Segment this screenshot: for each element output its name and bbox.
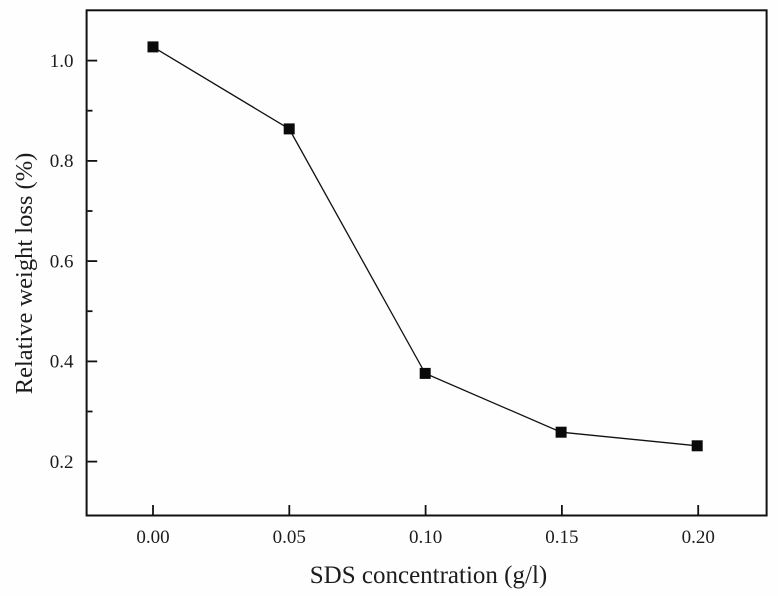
- svg-text:0.05: 0.05: [273, 527, 306, 548]
- svg-text:0.4: 0.4: [50, 352, 74, 373]
- svg-text:1.0: 1.0: [50, 51, 74, 72]
- svg-text:0.10: 0.10: [409, 527, 442, 548]
- svg-text:0.15: 0.15: [545, 527, 578, 548]
- svg-text:0.20: 0.20: [682, 527, 715, 548]
- svg-text:0.6: 0.6: [50, 251, 74, 272]
- svg-text:0.8: 0.8: [50, 151, 74, 172]
- svg-text:0.2: 0.2: [50, 452, 74, 473]
- svg-text:Relative weight loss (%): Relative weight loss (%): [11, 153, 38, 395]
- svg-text:SDS concentration (g/l): SDS concentration (g/l): [310, 562, 547, 589]
- svg-text:0.00: 0.00: [136, 527, 169, 548]
